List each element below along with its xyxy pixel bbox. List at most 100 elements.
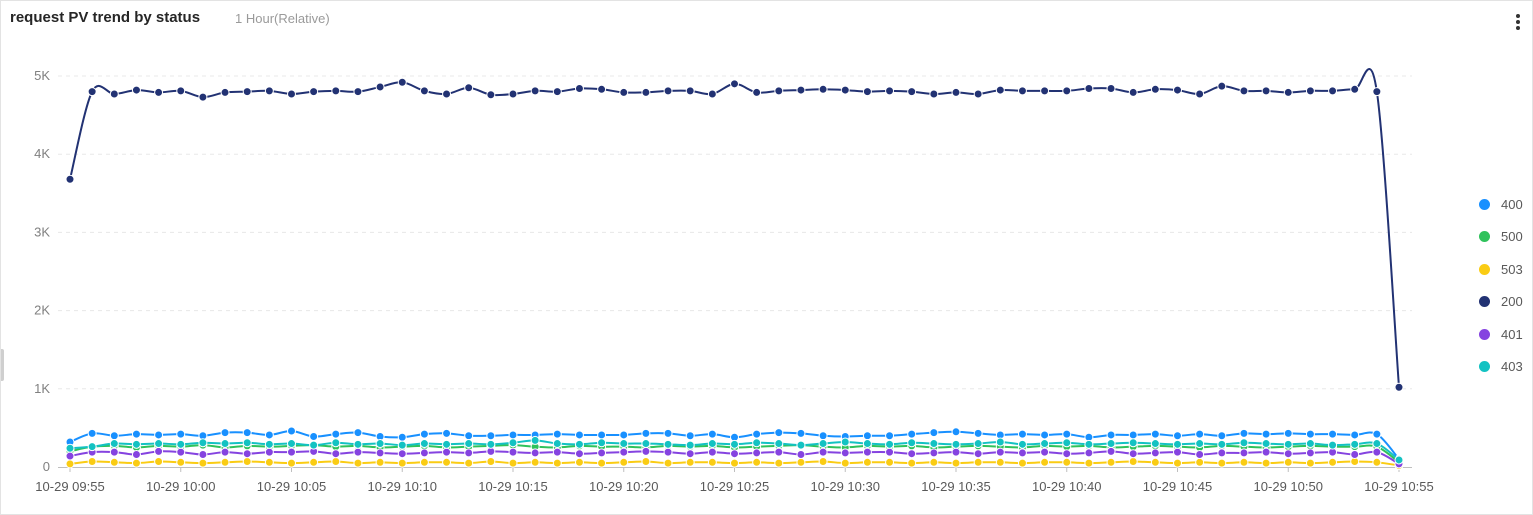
data-point-503[interactable] [663,458,673,468]
data-point-401[interactable] [707,447,717,457]
data-point-403[interactable] [1017,439,1027,449]
data-point-400[interactable] [1173,431,1182,441]
data-point-200[interactable] [242,87,252,97]
data-point-403[interactable] [486,439,496,449]
data-point-200[interactable] [1017,86,1027,96]
data-point-503[interactable] [685,457,695,467]
data-point-400[interactable] [486,431,496,441]
data-point-403[interactable] [929,439,939,449]
data-point-200[interactable] [65,174,75,184]
data-point-503[interactable] [442,457,452,467]
legend-item-503[interactable]: 503 [1472,253,1530,286]
data-point-503[interactable] [353,458,363,468]
data-point-400[interactable] [419,429,429,439]
data-point-403[interactable] [752,438,762,448]
data-point-403[interactable] [65,443,75,453]
data-point-403[interactable] [1394,455,1404,465]
data-point-400[interactable] [685,431,695,441]
data-point-503[interactable] [707,457,717,467]
data-point-401[interactable] [530,448,540,458]
data-point-401[interactable] [973,449,983,459]
data-point-200[interactable] [1217,81,1227,91]
data-point-401[interactable] [597,448,607,458]
data-point-400[interactable] [508,430,518,440]
data-point-503[interactable] [397,458,407,468]
data-point-401[interactable] [752,448,762,458]
data-point-401[interactable] [1128,449,1138,459]
data-point-400[interactable] [464,431,474,441]
data-point-503[interactable] [862,457,872,467]
data-point-503[interactable] [287,458,296,468]
data-point-200[interactable] [707,89,717,99]
data-point-400[interactable] [1372,429,1382,439]
data-point-400[interactable] [1128,430,1138,440]
data-point-400[interactable] [752,429,762,439]
data-point-200[interactable] [287,89,296,99]
data-point-200[interactable] [752,87,762,97]
data-point-400[interactable] [1328,429,1338,439]
data-point-400[interactable] [1217,431,1227,441]
data-point-400[interactable] [619,430,629,440]
data-point-503[interactable] [1195,457,1205,467]
data-point-503[interactable] [818,457,828,467]
data-point-503[interactable] [486,457,496,467]
data-point-200[interactable] [442,89,452,99]
data-point-200[interactable] [862,87,872,97]
data-point-400[interactable] [1239,428,1249,438]
data-point-403[interactable] [1106,439,1116,449]
data-point-400[interactable] [1150,429,1160,439]
data-point-200[interactable] [220,87,230,97]
data-point-401[interactable] [375,448,385,458]
data-point-401[interactable] [574,449,584,459]
data-point-401[interactable] [331,449,341,459]
data-point-400[interactable] [331,429,341,439]
data-point-401[interactable] [663,447,673,457]
data-point-503[interactable] [109,457,119,467]
data-point-403[interactable] [663,439,673,449]
data-point-401[interactable] [1062,449,1072,459]
data-point-200[interactable] [929,89,939,99]
data-point-403[interactable] [1283,439,1293,449]
data-point-403[interactable] [176,439,186,449]
data-point-200[interactable] [419,86,429,96]
data-point-403[interactable] [1150,439,1160,449]
data-point-200[interactable] [973,89,983,99]
data-point-503[interactable] [1084,458,1094,468]
data-point-403[interactable] [973,439,983,449]
data-point-403[interactable] [530,435,540,445]
more-vertical-icon[interactable] [1511,13,1525,33]
data-point-200[interactable] [574,84,584,94]
data-point-503[interactable] [1261,458,1271,468]
data-point-401[interactable] [176,447,186,457]
data-point-401[interactable] [995,447,1005,457]
data-point-401[interactable] [1106,446,1116,456]
data-point-503[interactable] [419,457,429,467]
data-point-403[interactable] [641,439,651,449]
data-point-503[interactable] [619,457,629,467]
data-point-400[interactable] [442,428,452,438]
data-point-400[interactable] [397,432,407,442]
data-point-503[interactable] [995,457,1005,467]
data-point-403[interactable] [1261,439,1271,449]
data-point-503[interactable] [1062,457,1072,467]
data-point-503[interactable] [796,457,806,467]
data-point-400[interactable] [1261,429,1271,439]
data-point-403[interactable] [818,439,828,449]
data-point-403[interactable] [242,438,252,448]
data-point-401[interactable] [641,446,651,456]
data-point-401[interactable] [65,451,75,461]
data-point-400[interactable] [796,428,806,438]
data-point-200[interactable] [1106,84,1116,94]
data-point-401[interactable] [131,449,141,459]
data-point-403[interactable] [1195,439,1205,449]
data-point-403[interactable] [87,442,97,452]
data-point-403[interactable] [131,439,141,449]
data-point-400[interactable] [220,428,230,438]
data-point-200[interactable] [1084,84,1094,94]
data-point-503[interactable] [65,459,75,469]
data-point-400[interactable] [951,427,961,437]
data-point-400[interactable] [309,432,319,442]
data-point-400[interactable] [818,431,828,441]
legend-item-400[interactable]: 400 [1472,188,1530,221]
data-point-503[interactable] [1217,458,1227,468]
